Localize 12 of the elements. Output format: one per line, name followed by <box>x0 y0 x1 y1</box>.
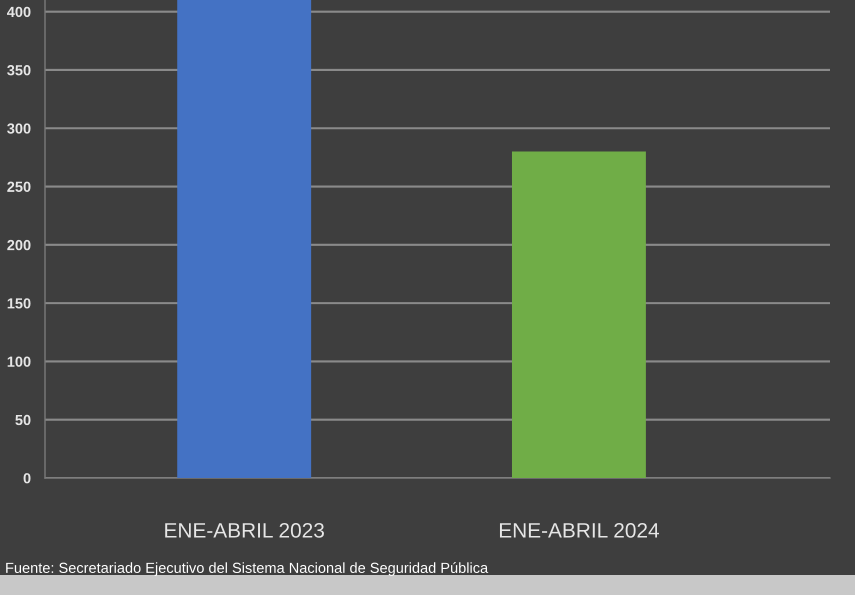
y-tick-label: 0 <box>24 473 31 484</box>
y-tick-label: 300 <box>7 123 31 134</box>
y-tick-label: 400 <box>7 6 31 18</box>
y-tick-label: 200 <box>7 240 31 250</box>
y-tick-label: 350 <box>7 65 31 76</box>
y-tick-label: 150 <box>8 298 31 309</box>
y-tick-label: 50 <box>15 414 31 426</box>
y-tick-label: 250 <box>7 182 31 192</box>
x-tick-label: ENE-ABRIL 2023 <box>165 522 324 538</box>
x-tick-label: ENE-ABRIL 2024 <box>500 522 659 538</box>
source-note: Fuente: Secretariado Ejecutivo del Sistema Nacional de Seguridad Pública <box>6 562 488 576</box>
y-tick-label: 100 <box>8 356 31 367</box>
